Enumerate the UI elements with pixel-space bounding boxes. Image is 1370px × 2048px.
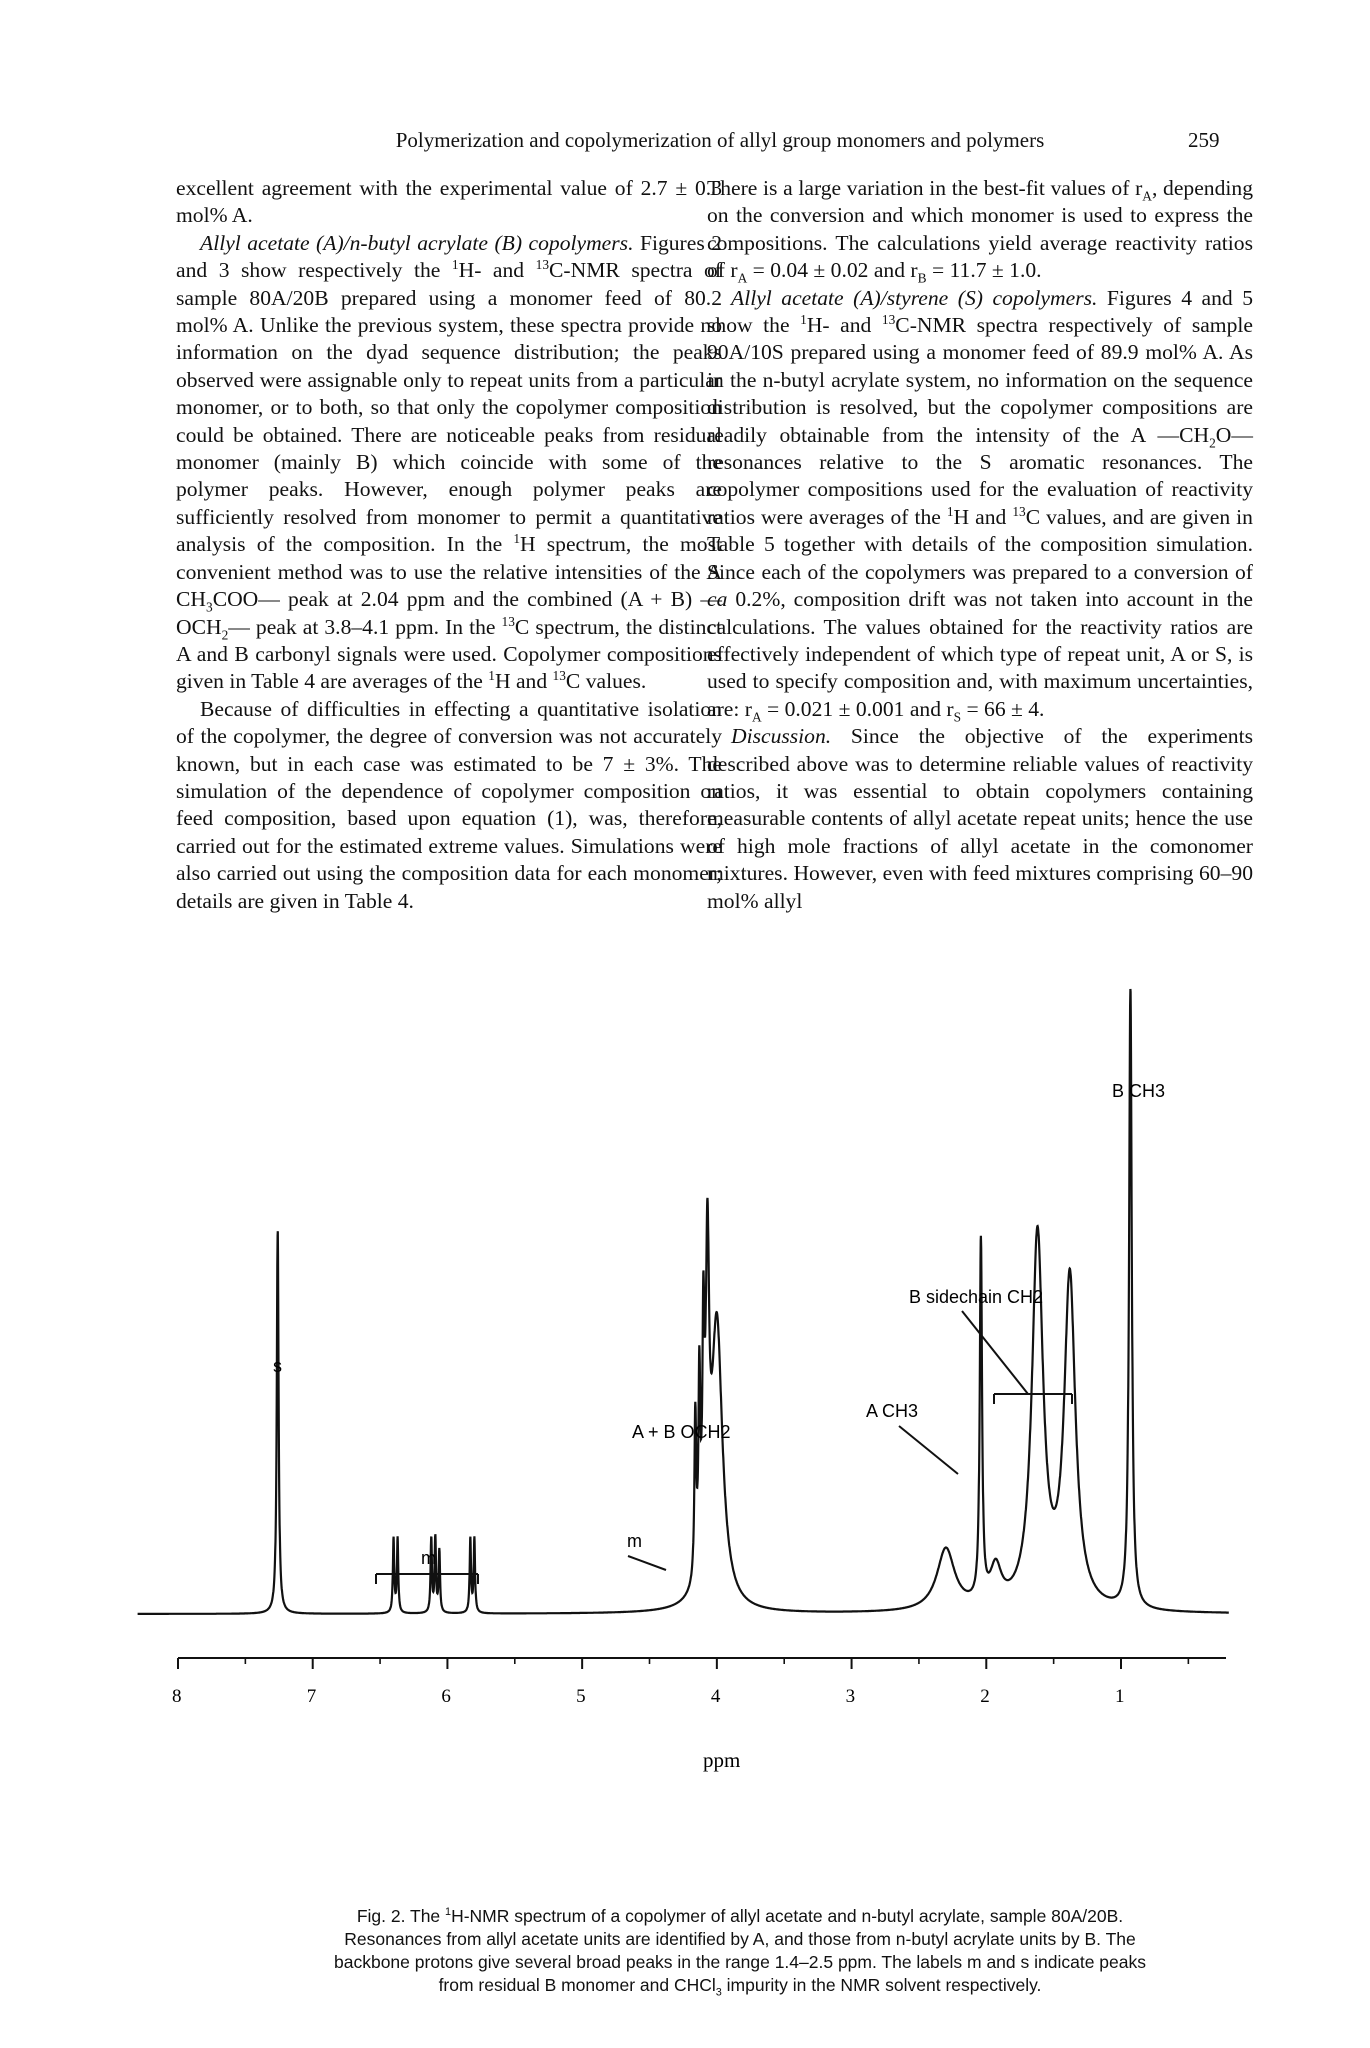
spectrum-trace — [137, 988, 1229, 1615]
peak-label-ab-och2: A + B OCH2 — [632, 1422, 731, 1442]
caption-line: from residual B monomer and CHCl3 impuri… — [310, 1974, 1170, 1999]
text-run: impurity in the NMR solvent respectively… — [721, 1975, 1042, 1995]
page-number: 259 — [1188, 128, 1220, 152]
b-sidechain-leader — [961, 1310, 1029, 1395]
subscript: 2 — [221, 626, 229, 642]
text-run: H- and — [806, 313, 882, 338]
peak-label-b-sidechain: B sidechain CH2 — [909, 1287, 1043, 1307]
tick-label: 4 — [711, 1686, 721, 1707]
subscript: 3 — [206, 599, 213, 615]
text-run: C-NMR spectra respectively of sample 90A… — [707, 313, 1253, 447]
section-heading: Allyl acetate (A)/n-butyl acrylate (B) c… — [200, 230, 634, 255]
tick-label: 8 — [172, 1686, 182, 1707]
m-bracket-1 — [375, 1573, 479, 1584]
paragraph: excellent agreement with the experimenta… — [176, 176, 722, 228]
text-run: C values. — [565, 669, 647, 694]
superscript: 1 — [451, 257, 459, 273]
text-run: = 66 ± 4. — [961, 696, 1045, 721]
tick-label: 1 — [1115, 1686, 1125, 1707]
peak-label-m2: m — [627, 1531, 642, 1551]
text-run: — peak at 3.8–4.1 ppm. In the — [228, 614, 502, 639]
subscript: A — [1142, 188, 1152, 204]
subscript: A — [751, 709, 762, 725]
text-run: H and — [494, 669, 553, 694]
peak-label-m: m — [421, 1548, 436, 1568]
caption-line: Resonances from allyl acetate units are … — [344, 1929, 1136, 1949]
paragraph: There is a large variation in the best-f… — [707, 175, 1253, 285]
ppm-axis: 8 7 6 5 4 3 2 1 — [172, 1657, 1226, 1707]
text-run: 0.2%, composition drift was not taken in… — [707, 587, 1253, 721]
superscript: 1 — [946, 503, 954, 519]
superscript: 13 — [501, 613, 515, 629]
a-ch3-leader — [898, 1425, 959, 1475]
text-run: Since the objective of the experiments d… — [707, 724, 1253, 913]
text-run: H-NMR spectrum of a copolymer of allyl a… — [451, 1906, 1124, 1926]
section-heading: Discussion. — [731, 724, 832, 749]
text-run: There is a large variation in the best-f… — [707, 176, 1143, 200]
tick-label: 5 — [576, 1686, 586, 1707]
italic-run: ca — [707, 587, 728, 612]
nmr-spectrum-figure: 8 7 6 5 4 3 2 1 s m m A + B OCH2 A CH3 B sidech… — [137, 988, 1229, 1772]
subscript: S — [953, 709, 962, 725]
text-run: O— resonances relative to the S aromatic… — [707, 422, 1253, 529]
superscript: 13 — [552, 668, 566, 684]
superscript: 1 — [513, 531, 521, 547]
m2-leader — [627, 1555, 667, 1571]
text-run: C values, and are given in Table 5 toget… — [707, 504, 1253, 584]
superscript: 13 — [881, 311, 896, 327]
tick-label: 2 — [980, 1686, 990, 1707]
tick-label: 7 — [307, 1686, 317, 1707]
text-run: H- and — [458, 258, 536, 283]
subscript: B — [917, 270, 927, 286]
x-axis-title: ppm — [703, 1748, 740, 1772]
text-run: Fig. 2. The — [356, 1906, 446, 1926]
text-run: = 0.021 ± 0.001 and r — [761, 696, 954, 721]
text-run: from residual B monomer and CHCl — [438, 1975, 716, 1995]
subscript: A — [737, 270, 748, 286]
superscript: 13 — [1012, 503, 1026, 519]
text-run: COO— peak at 2.04 ppm and the combined (… — [176, 587, 722, 639]
running-head: Polymerization and copolymerization of a… — [395, 128, 1045, 152]
peak-label-a-ch3: A CH3 — [866, 1401, 918, 1421]
section-heading: Allyl acetate (A)/styrene (S) copolymers… — [731, 285, 1098, 310]
subscript: 3 — [715, 1986, 722, 1999]
text-run: Figures 2 and 3 show respectively the — [176, 230, 722, 283]
text-run: = 0.04 ± 0.02 and r — [747, 258, 918, 283]
caption-line: Fig. 2. The 1H-NMR spectrum of a copolym… — [310, 1905, 1170, 1928]
superscript: 1 — [800, 311, 807, 327]
text-run: H spectrum, the most convenient method w… — [176, 532, 722, 612]
paragraph: Allyl acetate (A)/styrene (S) copolymers… — [707, 285, 1253, 724]
text-run: , depending on the conversion and which … — [707, 176, 1253, 283]
text-run: C spectrum, the distinct A and B carbony… — [176, 614, 722, 694]
subscript: 2 — [1209, 434, 1216, 450]
superscript: 1 — [445, 1906, 452, 1919]
superscript: 1 — [488, 668, 495, 684]
tick-label: 6 — [441, 1686, 451, 1707]
text-run: = 11.7 ± 1.0. — [926, 258, 1042, 283]
paragraph: Allyl acetate (A)/n-butyl acrylate (B) c… — [176, 230, 722, 696]
left-column: excellent agreement with the experimenta… — [176, 175, 722, 915]
peak-label-b-ch3: B CH3 — [1112, 1081, 1165, 1101]
peak-label-s: s — [273, 1356, 282, 1376]
paragraph: Because of difficulties in effecting a q… — [176, 696, 722, 913]
caption-line: backbone protons give several broad peak… — [334, 1952, 1146, 1972]
right-column: There is a large variation in the best-f… — [707, 175, 1253, 915]
figure-caption: Fig. 2. The 1H-NMR spectrum of a copolym… — [310, 1905, 1170, 1999]
text-run: H and — [953, 504, 1013, 529]
tick-label: 3 — [846, 1686, 856, 1707]
b-sidechain-bracket — [993, 1393, 1073, 1404]
text-run: C-NMR spectra of sample 80A/20B prepared… — [176, 258, 722, 557]
text-run: Figures 4 and 5 show the — [707, 285, 1253, 338]
superscript: 13 — [535, 257, 550, 273]
paragraph: Discussion. Since the objective of the e… — [707, 723, 1253, 915]
